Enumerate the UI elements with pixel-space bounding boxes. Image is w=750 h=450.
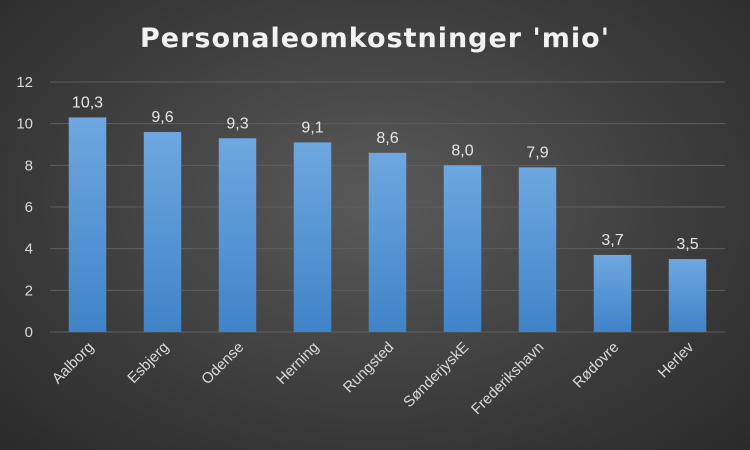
x-axis-labels: Aalborg Esbjerg Odense Herning Rungsted Sønde… — [49, 338, 698, 418]
bar-herning — [293, 142, 332, 332]
y-tick-label: 0 — [25, 324, 33, 341]
y-tick-label: 12 — [16, 74, 33, 91]
x-category-label: Frederikshavn — [468, 339, 547, 418]
y-tick-label: 4 — [25, 241, 33, 258]
data-label: 9,1 — [301, 119, 323, 136]
data-label: 3,7 — [601, 232, 623, 249]
data-label: 3,5 — [676, 236, 698, 253]
y-tick-label: 8 — [25, 157, 33, 174]
bar-odense — [218, 138, 257, 332]
bar-rungsted — [368, 152, 407, 332]
y-tick-label: 6 — [25, 199, 33, 216]
data-label: 8,6 — [376, 130, 398, 147]
x-category-label: Esbjerg — [124, 339, 172, 387]
data-label: 10,3 — [72, 94, 103, 111]
data-label: 7,9 — [526, 144, 548, 161]
x-category-label: Rungsted — [340, 339, 397, 396]
bars — [68, 117, 707, 333]
y-tick-label: 10 — [16, 116, 33, 133]
data-label: 9,3 — [226, 115, 248, 132]
x-category-label: Odense — [198, 339, 247, 388]
bar-sønderjyske — [443, 165, 482, 332]
y-axis-ticks: 0 2 4 6 8 10 12 — [16, 74, 33, 341]
x-category-label: SønderjyskE — [400, 339, 472, 411]
bar-frederikshavn — [518, 167, 557, 332]
bar-aalborg — [68, 117, 107, 333]
data-label: 9,6 — [151, 109, 173, 126]
data-labels: 10,3 9,6 9,3 9,1 8,6 8,0 7,9 3,7 3,5 — [72, 94, 699, 253]
bar-herlev — [668, 259, 707, 332]
x-category-label: Rødovre — [570, 339, 623, 392]
y-tick-label: 2 — [25, 282, 33, 299]
data-label: 8,0 — [451, 142, 473, 159]
chart-title: Personaleomkostninger 'mio' — [140, 23, 610, 54]
x-category-label: Herning — [273, 339, 322, 388]
x-category-label: Aalborg — [49, 339, 98, 388]
bar-rødovre — [593, 254, 632, 332]
bar-esbjerg — [143, 132, 182, 332]
x-category-label: Herlev — [655, 338, 698, 381]
